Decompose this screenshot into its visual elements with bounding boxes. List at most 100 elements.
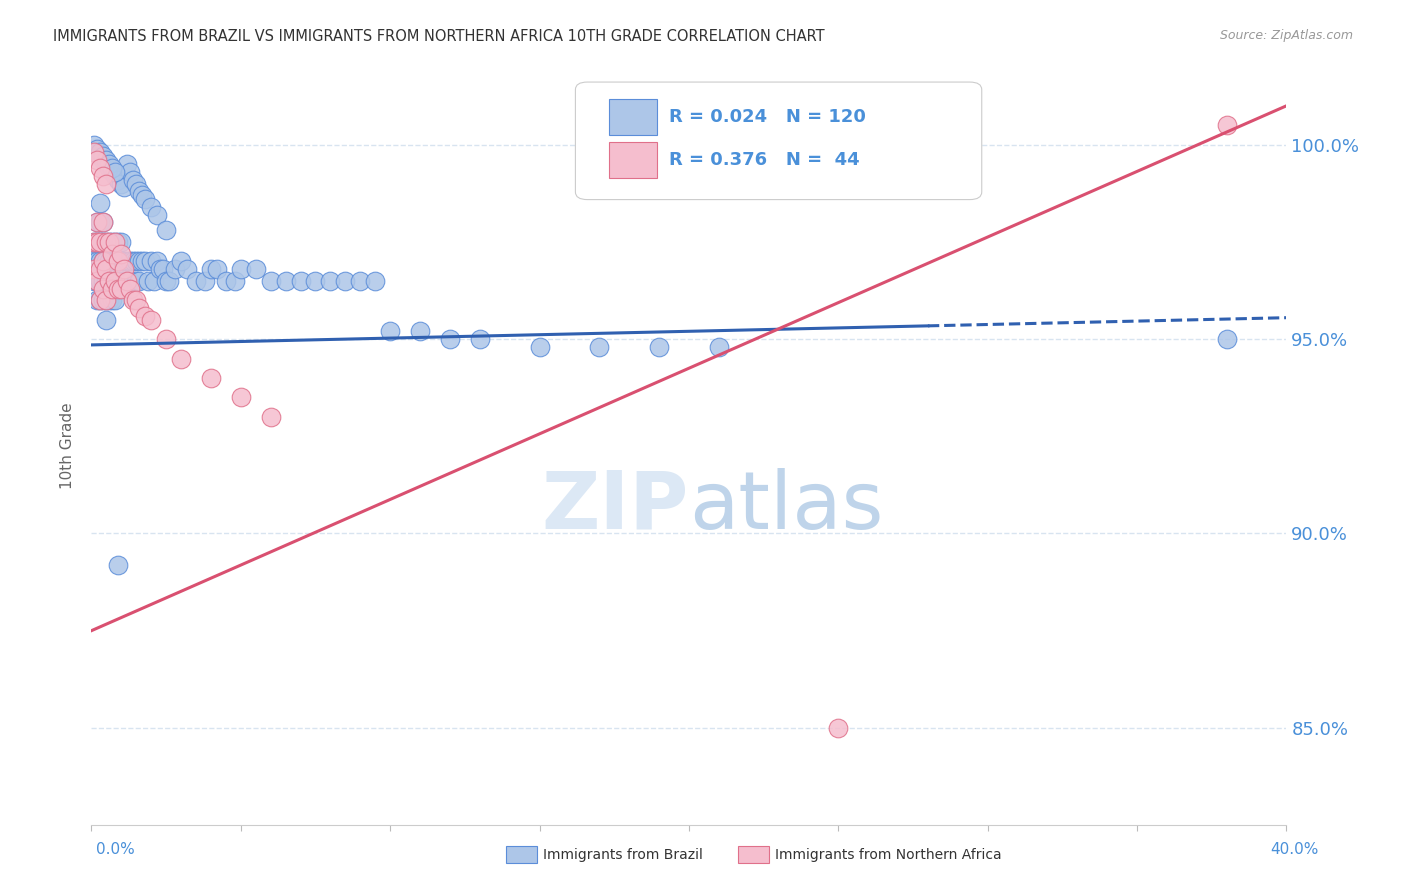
Point <box>98 235 121 249</box>
Point <box>128 184 150 198</box>
Point <box>93 281 115 295</box>
Point <box>86 145 108 160</box>
Point <box>157 274 180 288</box>
Point <box>115 254 138 268</box>
Point <box>141 312 163 326</box>
Point <box>141 200 163 214</box>
Point <box>86 274 108 288</box>
Point <box>93 215 115 229</box>
Point <box>648 340 671 354</box>
Point <box>184 274 207 288</box>
Point <box>98 274 121 288</box>
Text: R = 0.024   N = 120: R = 0.024 N = 120 <box>669 108 866 126</box>
Point <box>120 274 142 288</box>
Point <box>86 142 108 156</box>
Point <box>439 332 461 346</box>
Point <box>170 351 193 366</box>
Point <box>128 274 150 288</box>
Point <box>1216 118 1239 132</box>
Point <box>96 157 118 171</box>
Point <box>176 262 198 277</box>
Point <box>96 254 118 268</box>
Point <box>125 293 148 308</box>
Point <box>93 235 115 249</box>
Point <box>101 281 124 295</box>
Point <box>122 254 145 268</box>
Point <box>89 145 111 160</box>
Bar <box>609 99 657 136</box>
Point <box>104 274 127 288</box>
Text: Immigrants from Brazil: Immigrants from Brazil <box>543 847 703 862</box>
Point <box>194 274 217 288</box>
Point <box>83 145 105 160</box>
Point <box>107 558 129 572</box>
Point <box>93 215 115 229</box>
Point <box>304 274 326 288</box>
Point <box>110 246 132 260</box>
Point <box>107 172 129 186</box>
Point <box>588 340 610 354</box>
Point <box>104 293 127 308</box>
Point <box>364 274 387 288</box>
Point <box>274 274 297 288</box>
Point <box>115 274 138 288</box>
Point <box>83 137 105 152</box>
Point <box>89 149 111 163</box>
Point <box>215 274 238 288</box>
Point <box>122 293 145 308</box>
Point <box>131 254 153 268</box>
Point <box>134 309 156 323</box>
Point <box>101 293 124 308</box>
Point <box>93 254 115 268</box>
Point <box>146 254 169 268</box>
Point <box>170 254 193 268</box>
Point <box>146 208 169 222</box>
Point <box>86 153 108 168</box>
Point <box>104 274 127 288</box>
Text: 0.0%: 0.0% <box>96 842 135 856</box>
Point <box>93 293 115 308</box>
Point <box>89 161 111 175</box>
Point <box>86 235 108 249</box>
Point <box>110 281 132 295</box>
Point <box>96 153 118 168</box>
Y-axis label: 10th Grade: 10th Grade <box>60 402 76 490</box>
Text: 40.0%: 40.0% <box>1271 842 1319 856</box>
Point <box>96 274 118 288</box>
Point <box>155 274 177 288</box>
Point <box>349 274 371 288</box>
Point <box>529 340 551 354</box>
Point <box>134 254 156 268</box>
Point <box>98 157 121 171</box>
Point <box>200 262 222 277</box>
Point <box>468 332 491 346</box>
Point <box>104 235 127 249</box>
Point <box>83 254 105 268</box>
Point <box>89 196 111 211</box>
Text: Source: ZipAtlas.com: Source: ZipAtlas.com <box>1219 29 1353 42</box>
Point <box>115 274 138 288</box>
Point <box>86 215 108 229</box>
Point <box>107 235 129 249</box>
Point <box>101 235 124 249</box>
Point <box>86 215 108 229</box>
Point <box>93 153 115 168</box>
Point <box>200 371 222 385</box>
Point <box>98 254 121 268</box>
Point <box>141 254 163 268</box>
Point <box>101 246 124 260</box>
Point <box>93 274 115 288</box>
Point <box>409 324 432 338</box>
Point <box>290 274 312 288</box>
Point <box>101 161 124 175</box>
Point <box>107 254 129 268</box>
Point <box>83 262 105 277</box>
Point <box>259 409 281 424</box>
Point <box>96 262 118 277</box>
Point <box>229 262 252 277</box>
Point <box>110 235 132 249</box>
Bar <box>609 142 657 178</box>
Point <box>93 149 115 163</box>
Point <box>101 274 124 288</box>
Point <box>110 254 132 268</box>
